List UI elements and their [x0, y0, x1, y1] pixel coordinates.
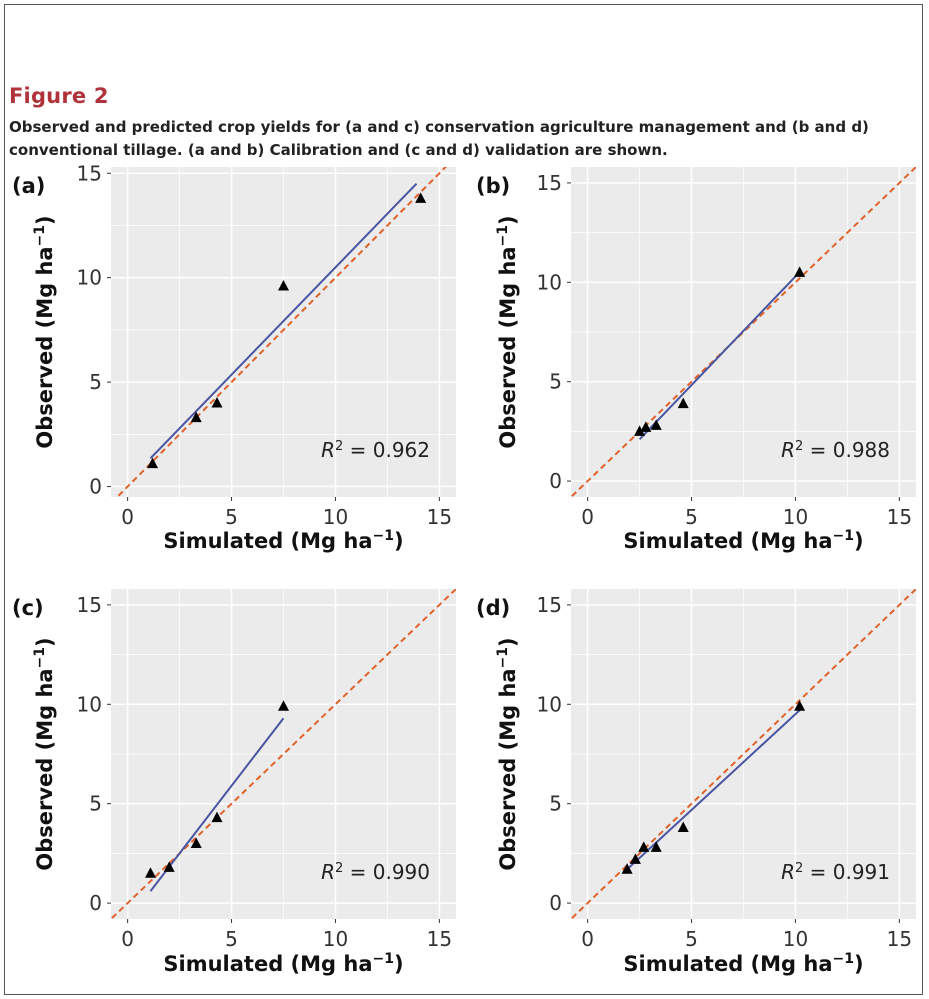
- data-point: [211, 811, 223, 823]
- x-tick-label: 15: [427, 927, 452, 951]
- x-tick-label: 10: [783, 927, 808, 951]
- y-tick-label: 10: [77, 692, 102, 716]
- regression-line: [149, 717, 285, 892]
- x-tick-label: 0: [581, 927, 594, 951]
- data-point: [634, 425, 646, 436]
- data-point: [794, 266, 806, 277]
- y-tick-label: 0: [549, 469, 562, 493]
- regression-line: [638, 273, 799, 441]
- x-tick-label: 0: [121, 927, 134, 951]
- data-point: [677, 397, 689, 409]
- x-tick-label: 10: [323, 505, 348, 529]
- y-tick-label: 0: [89, 475, 102, 499]
- figure-caption: Observed and predicted crop yields for (…: [9, 118, 869, 159]
- panel-letter: (d): [476, 596, 510, 620]
- regression-line: [624, 709, 801, 873]
- x-axis-title: Simulated (Mg ha−1): [163, 528, 403, 553]
- data-point: [677, 821, 689, 833]
- x-tick-label: 10: [323, 927, 348, 951]
- x-tick-label: 5: [685, 927, 698, 951]
- r-squared-label: R2 = 0.991: [781, 860, 890, 884]
- y-tick-label: 10: [537, 692, 562, 716]
- one-to-one-line: [111, 589, 456, 919]
- y-tick-label: 5: [89, 370, 102, 394]
- data-point: [415, 192, 427, 203]
- one-to-one-line: [571, 167, 916, 497]
- one-to-one-line: [571, 589, 916, 919]
- y-tick-label: 15: [77, 593, 102, 617]
- y-tick-label: 0: [89, 891, 102, 915]
- chart-panel-4: 0 5 10 15 0 5 10 15 R2 = 0.991 (d) Simulated (Mg h…: [476, 589, 916, 976]
- chart-panel-3: 0 5 10 15 0 5 10 15 R2 = 0.990 (c) Simulated (Mg h…: [12, 589, 456, 976]
- one-to-one-line: [115, 167, 448, 497]
- data-point: [190, 411, 202, 423]
- data-point: [650, 419, 662, 430]
- panel-letter: (b): [476, 174, 510, 198]
- r-squared-label: R2 = 0.962: [321, 438, 430, 462]
- y-axis-title: Observed (Mg ha−1): [495, 637, 520, 870]
- x-tick-label: 0: [121, 505, 134, 529]
- data-point: [144, 867, 156, 878]
- panel-letter: (a): [12, 174, 45, 198]
- y-tick-label: 15: [77, 161, 102, 185]
- data-point: [638, 841, 650, 852]
- data-point: [650, 841, 662, 852]
- y-tick-label: 0: [549, 891, 562, 915]
- panel-letter: (c): [12, 596, 44, 620]
- data-point: [794, 700, 806, 711]
- y-tick-label: 5: [89, 792, 102, 816]
- y-tick-label: 10: [537, 270, 562, 294]
- data-point: [278, 700, 289, 711]
- x-tick-label: 5: [685, 505, 698, 529]
- data-point: [163, 861, 175, 872]
- r-squared-label: R2 = 0.988: [781, 438, 890, 462]
- x-tick-label: 10: [783, 505, 808, 529]
- y-tick-label: 15: [537, 593, 562, 617]
- data-point: [278, 280, 289, 291]
- r-squared-label: R2 = 0.990: [321, 860, 430, 884]
- y-axis-title: Observed (Mg ha−1): [32, 215, 57, 448]
- data-point: [190, 837, 202, 848]
- y-tick-label: 10: [77, 266, 102, 290]
- data-point: [621, 863, 633, 874]
- x-tick-label: 0: [581, 505, 594, 529]
- x-tick-label: 15: [427, 505, 452, 529]
- x-axis-title: Simulated (Mg ha−1): [623, 528, 863, 553]
- y-axis-title: Observed (Mg ha−1): [495, 215, 520, 448]
- x-axis-title: Simulated (Mg ha−1): [163, 951, 403, 976]
- data-point: [211, 397, 223, 408]
- figure-title: Figure 2: [9, 84, 109, 108]
- y-axis-title: Observed (Mg ha−1): [32, 637, 57, 870]
- y-tick-label: 5: [549, 370, 562, 394]
- chart-panel-1: 0 5 10 15 0 5 10 15 R2 = 0.962 (a) Simulated (Mg h…: [12, 161, 456, 553]
- x-tick-label: 15: [887, 927, 912, 951]
- x-tick-label: 5: [225, 505, 238, 529]
- y-tick-label: 5: [549, 792, 562, 816]
- y-tick-label: 15: [537, 171, 562, 195]
- data-point: [629, 853, 641, 864]
- x-tick-label: 5: [225, 927, 238, 951]
- regression-line: [149, 183, 418, 460]
- data-point: [147, 457, 159, 469]
- chart-panel-2: 0 5 10 15 0 5 10 15 R2 = 0.988 (b) Simulated (Mg h…: [476, 167, 916, 553]
- data-point: [640, 421, 652, 432]
- x-tick-label: 15: [887, 505, 912, 529]
- x-axis-title: Simulated (Mg ha−1): [623, 951, 863, 976]
